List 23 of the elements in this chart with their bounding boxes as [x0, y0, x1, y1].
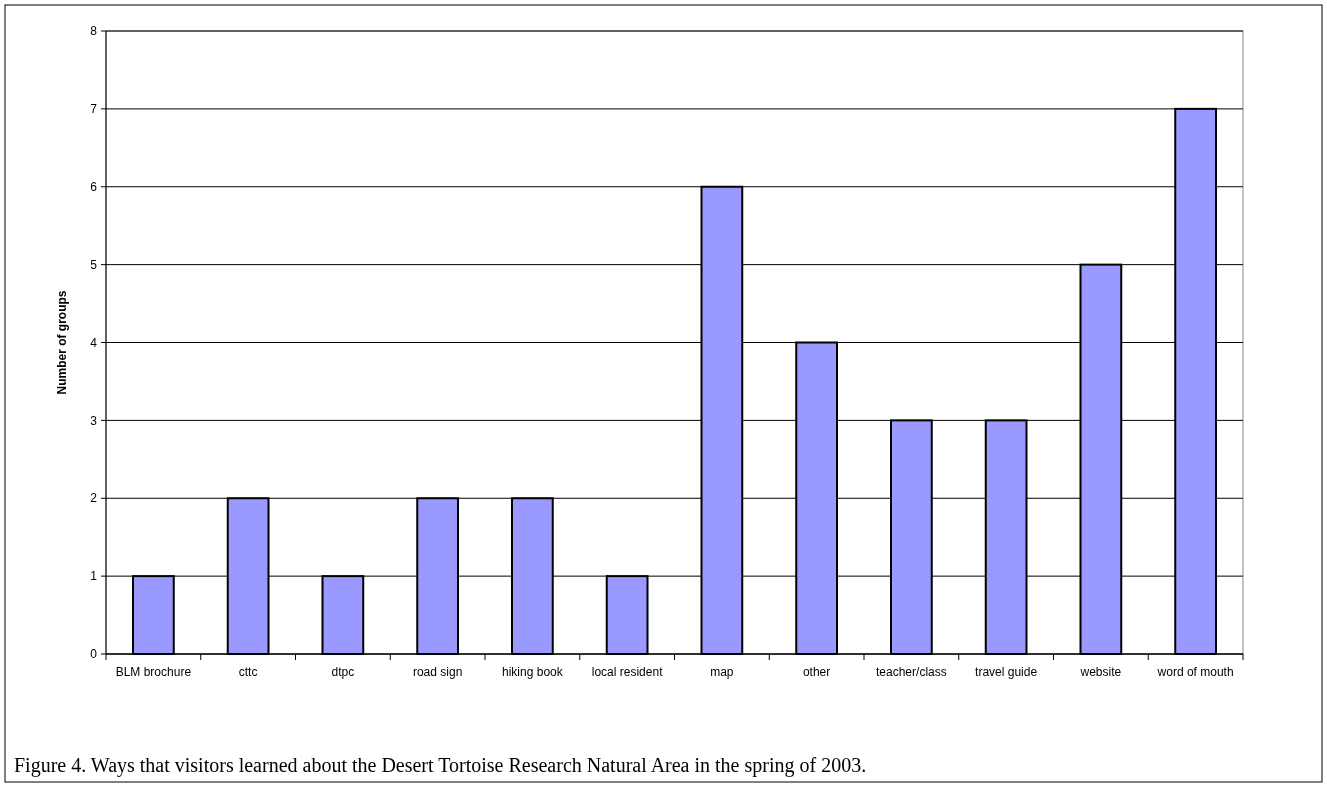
x-tick-label: road sign: [412, 665, 463, 679]
y-tick-label: 6: [90, 179, 98, 194]
y-tick-label: 2: [90, 491, 98, 506]
x-tick-label: dtpc: [331, 665, 355, 679]
x-tick-label: travel guide: [975, 665, 1038, 679]
x-tick-label: map: [710, 665, 734, 679]
y-tick-label: 0: [90, 647, 98, 662]
y-axis-title: Number of groups: [55, 290, 69, 395]
x-tick-label: hiking book: [502, 665, 564, 679]
x-tick-label: teacher/class: [876, 665, 947, 679]
y-tick-label: 8: [90, 24, 98, 39]
x-tick-label: BLM brochure: [115, 665, 192, 679]
x-tick-label: local resident: [591, 665, 664, 679]
y-tick-label: 3: [90, 413, 98, 428]
y-tick-label: 7: [90, 102, 98, 117]
y-tick-label: 1: [90, 569, 98, 584]
x-tick-label: cttc: [238, 665, 258, 679]
y-tick-label: 5: [90, 257, 98, 272]
caption: Figure 4. Ways that visitors learned about the Desert Tortoise Research Natural Area in the spring of 2003.: [14, 754, 867, 777]
x-tick-label: website: [1079, 665, 1122, 679]
x-tick-label: word of mouth: [1156, 665, 1234, 679]
x-tick-label: other: [802, 665, 831, 679]
y-tick-label: 4: [90, 335, 98, 350]
